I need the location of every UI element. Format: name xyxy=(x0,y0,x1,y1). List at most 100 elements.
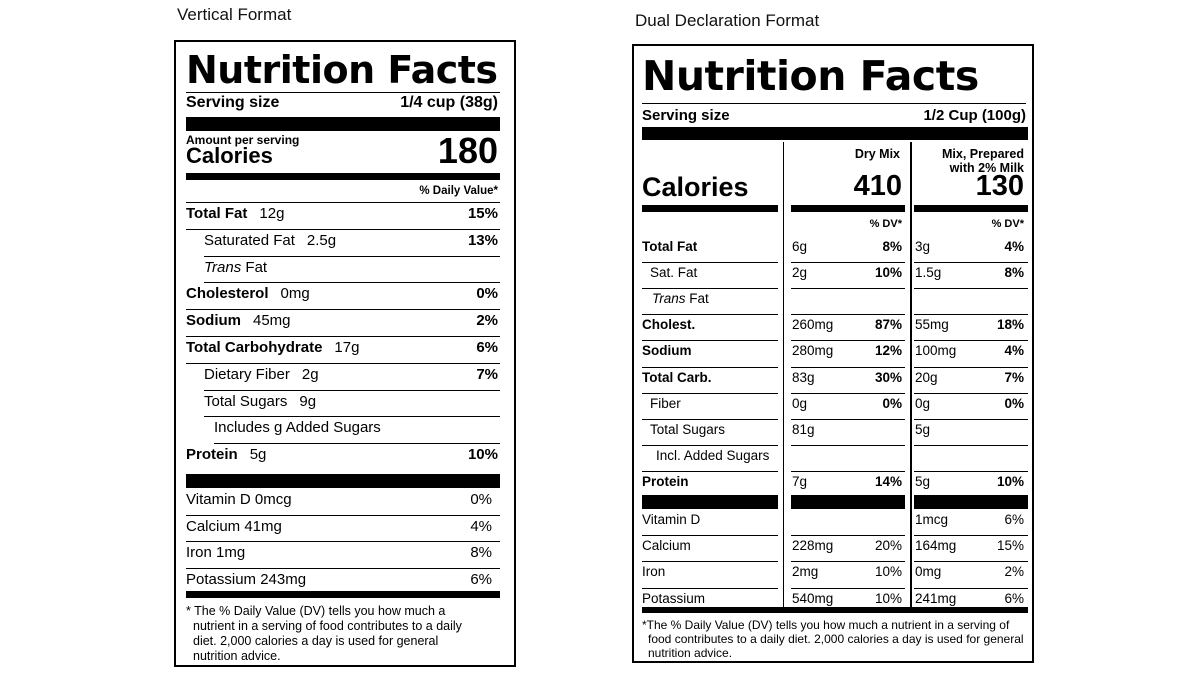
dual-nutrient-dv: 8% xyxy=(882,239,902,254)
dual-nutrient-amount: 260mg xyxy=(792,317,834,333)
dual-vitamin-dv: 15% xyxy=(996,538,1024,554)
vertical-vitamin-name: Calcium 41mg xyxy=(186,517,282,535)
vertical-nutrient-row: Protein 5g xyxy=(186,446,266,463)
vertical-footnote-line: nutrition advice. xyxy=(193,649,281,663)
dual-nutrient-amount: 20g xyxy=(915,369,938,385)
dual-col2-header-line: Mix, Prepared xyxy=(942,147,1024,161)
vertical-nutrient-row: Cholesterol 0mg xyxy=(186,285,310,302)
vertical-vitamin-dv: 8% xyxy=(470,544,492,561)
vertical-nutrient-amount: 2g xyxy=(301,365,319,383)
dual-vitamin-amount: 1mcg xyxy=(915,512,949,527)
vertical-nutrient-row: Total Carbohydrate 17g xyxy=(186,339,359,356)
vertical-nutrition-label: Nutrition Facts Serving size 1/4 cup (38… xyxy=(174,40,516,667)
dual-nutrient-amount: 0g xyxy=(792,395,808,411)
vertical-nutrient-name: Sodium xyxy=(186,312,241,330)
dual-nutrient-name: Fiber xyxy=(650,395,681,411)
dual-nutrient-row: Fiber xyxy=(650,396,681,411)
vertical-nutrient-row: Trans Fat xyxy=(204,259,279,276)
dual-nutrition-label: Nutrition Facts Serving size 1/2 Cup (10… xyxy=(632,44,1034,663)
dual-nutrient-name: Sodium xyxy=(642,343,692,359)
dual-vitamin-amount: 0mg xyxy=(915,564,942,580)
dual-nutrient-name: Cholest. xyxy=(642,317,696,333)
dual-nutrient-dv: 18% xyxy=(996,317,1024,333)
vertical-nutrient-amount: 2.5g xyxy=(306,231,337,249)
vertical-nutrient-amount: 0mg xyxy=(280,285,310,303)
vertical-nutrient-amount: 9g xyxy=(299,392,317,410)
dual-nutrient-dv: 10% xyxy=(874,265,902,281)
vertical-nutrient-row: Saturated Fat 2.5g xyxy=(204,232,336,249)
dual-vitamin-amount: 228mg xyxy=(792,538,834,554)
dual-nutrient-row: Sodium xyxy=(642,343,692,358)
dual-vitamin-dv: 6% xyxy=(1004,590,1024,606)
dual-nutrient-dv: 0% xyxy=(882,395,902,411)
vertical-serving-value: 1/4 cup (38g) xyxy=(400,94,498,111)
vertical-nutrient-dv: 10% xyxy=(467,446,498,464)
dual-col2-header-line: with 2% Milk xyxy=(949,161,1024,175)
vertical-title: Nutrition Facts xyxy=(186,48,498,92)
dual-nutrient-dv: 12% xyxy=(874,343,902,359)
vertical-vitamin-dv: 0% xyxy=(470,491,492,508)
dual-nutrient-amount: 6g xyxy=(792,239,808,254)
dual-nutrient-name-suffix: Fat xyxy=(685,291,709,307)
vertical-footnote: * The % Daily Value (DV) tells you how m… xyxy=(186,604,462,664)
dual-footnote-line: food contributes to a daily diet. 2,000 … xyxy=(648,632,1024,646)
vertical-calories-label: Calories xyxy=(186,143,273,168)
dual-nutrient-amount: 1.5g xyxy=(915,265,942,281)
vertical-vitamin-name: Vitamin D 0mcg xyxy=(186,491,292,508)
dual-dv-header-col1: % DV* xyxy=(869,218,902,230)
vertical-nutrient-dv: 2% xyxy=(476,312,498,330)
vertical-nutrient-name: Saturated Fat xyxy=(204,231,295,249)
dual-nutrient-dv: 7% xyxy=(1004,369,1024,385)
dual-nutrient-amount: 100mg xyxy=(915,343,957,359)
dual-nutrient-amount: 0g xyxy=(915,395,931,411)
dual-nutrient-dv: 10% xyxy=(996,473,1024,489)
dual-nutrient-name: Sat. Fat xyxy=(650,265,698,281)
dual-vitamin-amount: 2mg xyxy=(792,564,819,580)
dual-nutrient-name: Total Carb. xyxy=(642,369,712,385)
dual-nutrient-amount: 81g xyxy=(792,421,815,437)
dual-vitamin-dv: 2% xyxy=(1004,564,1024,580)
dual-nutrient-dv: 4% xyxy=(1004,239,1024,254)
vertical-amount-per-serving: Amount per serving xyxy=(186,133,300,147)
vertical-nutrient-amount: 45mg xyxy=(253,312,291,330)
dual-nutrient-amount: 5g xyxy=(915,421,931,437)
vertical-nutrient-name: Trans xyxy=(204,258,242,276)
dual-nutrient-dv: 30% xyxy=(874,369,902,385)
vertical-nutrient-name: Cholesterol xyxy=(186,285,269,303)
dual-vitamin-dv: 6% xyxy=(1004,512,1024,527)
vertical-nutrient-dv: 7% xyxy=(476,365,498,383)
dual-nutrient-name: Protein xyxy=(642,473,689,489)
vertical-nutrient-dv: 6% xyxy=(476,339,498,356)
dual-nutrient-row: Cholest. xyxy=(642,317,695,332)
vertical-nutrient-name: Protein xyxy=(186,446,238,464)
dual-vitamin-dv: 20% xyxy=(874,538,902,554)
vertical-serving-label: Serving size xyxy=(186,94,280,111)
vertical-nutrient-amount: 12g xyxy=(259,205,285,222)
dual-nutrient-name: Total Sugars xyxy=(650,421,726,437)
dual-calories-label: Calories xyxy=(642,172,749,202)
vertical-vitamin-name: Potassium 243mg xyxy=(186,570,307,588)
vertical-nutrient-row: Total Fat 12g xyxy=(186,205,284,222)
dual-nutrient-amount: 2g xyxy=(792,265,808,281)
vertical-vitamin-dv: 4% xyxy=(470,517,492,535)
dual-vitamin-dv: 10% xyxy=(874,590,902,606)
dual-footnote-line: *The % Daily Value (DV) tells you how mu… xyxy=(642,618,1010,632)
vertical-nutrient-dv: 13% xyxy=(467,231,498,249)
dual-nutrient-name: Total Fat xyxy=(642,239,698,254)
vertical-nutrient-name: Includes g Added Sugars xyxy=(214,419,381,437)
vertical-nutrient-row: Total Sugars 9g xyxy=(204,393,316,410)
vertical-nutrient-name: Total Sugars xyxy=(204,392,288,410)
vertical-footnote-line: diet. 2,000 calories a day is used for g… xyxy=(193,634,439,648)
vertical-calories-value: 180 xyxy=(437,130,498,171)
vertical-nutrient-row: Dietary Fiber 2g xyxy=(204,366,319,383)
dual-vitamin-amount: 164mg xyxy=(915,538,957,554)
dual-nutrient-amount: 280mg xyxy=(792,343,834,359)
dual-col1-header: Dry Mix xyxy=(854,147,900,161)
dual-nutrient-row: Sat. Fat xyxy=(650,265,697,280)
dual-nutrient-name: Incl. Added Sugars xyxy=(656,447,770,463)
dual-nutrient-amount: 5g xyxy=(915,473,931,489)
dual-nutrient-row: Trans Fat xyxy=(652,291,709,306)
dual-nutrient-dv: 4% xyxy=(1004,343,1024,359)
vertical-nutrient-amount: 17g xyxy=(334,339,360,356)
dual-nutrient-dv: 14% xyxy=(874,473,902,489)
